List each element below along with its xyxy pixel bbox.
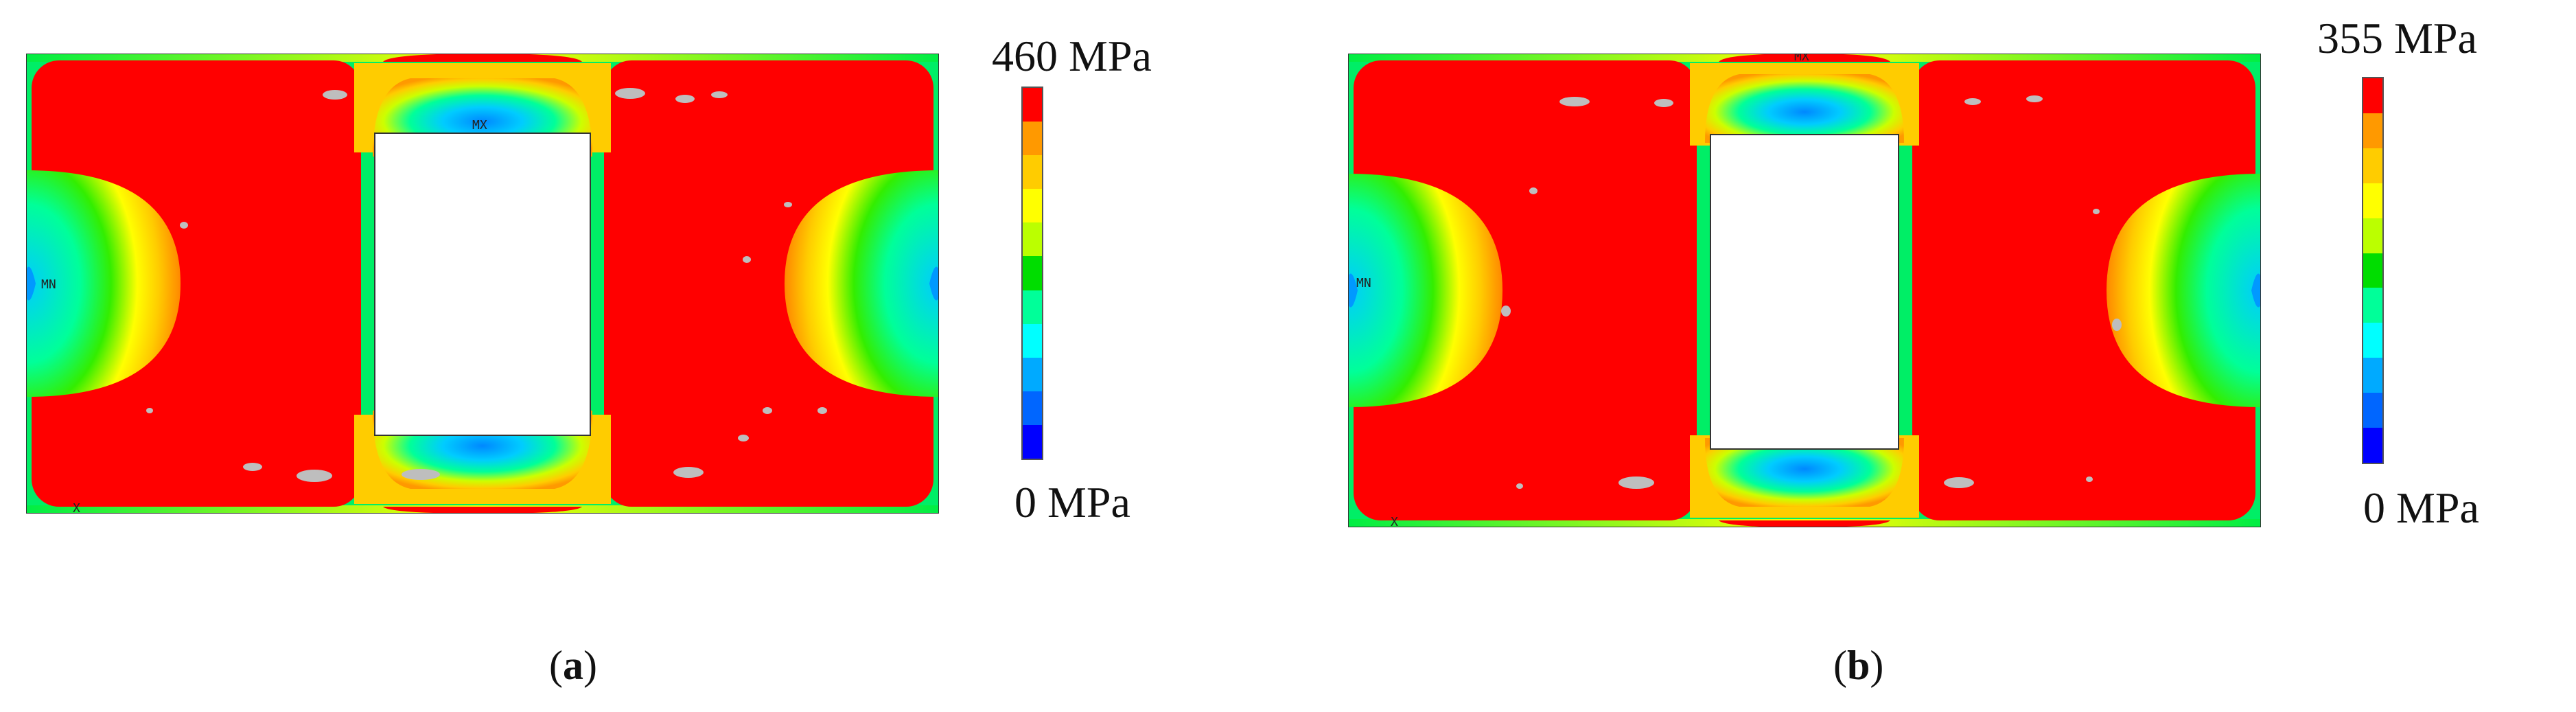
colorbar-band-3 — [1023, 189, 1042, 223]
colorbar — [2362, 77, 2384, 464]
node-label-mn: MN — [41, 277, 56, 292]
colorbar-band-9 — [2363, 393, 2382, 428]
colorbar-band-3 — [2363, 183, 2382, 218]
panel-caption: (b) — [1833, 642, 1883, 689]
colorbar-band-5 — [2363, 253, 2382, 288]
colorbar-band-4 — [1023, 222, 1042, 257]
legend-max-label: 460 MPa — [992, 32, 1152, 80]
node-label-mx: MX — [472, 118, 487, 133]
colorbar-band-2 — [1023, 155, 1042, 190]
caption-letter: b — [1846, 643, 1870, 688]
colorbar-band-8 — [1023, 357, 1042, 391]
colorbar-band-4 — [2363, 218, 2382, 253]
colorbar-band-10 — [2363, 428, 2382, 463]
colorbar-band-9 — [1023, 391, 1042, 425]
legend-min-label: 0 MPa — [2363, 483, 2479, 532]
colorbar-band-2 — [2363, 148, 2382, 183]
colorbar-band-1 — [2363, 113, 2382, 148]
legend-min-label: 0 MPa — [1014, 478, 1130, 527]
colorbar — [1021, 87, 1043, 460]
colorbar-band-7 — [1023, 323, 1042, 358]
caption-close-paren: ) — [583, 643, 597, 688]
colorbar-band-10 — [1023, 424, 1042, 459]
colorbar-band-6 — [2363, 288, 2382, 323]
node-label-origin: X — [1391, 515, 1398, 527]
figure-panel-b: MX MN X 355 MPa 0 MPa (b) — [1288, 0, 2576, 712]
stress-contour-plot-b: MX MN X — [1348, 54, 2261, 527]
caption-open-paren: ( — [549, 643, 563, 688]
stress-contour-plot-a: MX MN X — [26, 54, 939, 514]
node-label-origin: X — [73, 501, 80, 514]
node-label-mn: MN — [1356, 276, 1371, 290]
colorbar-band-8 — [2363, 358, 2382, 393]
caption-open-paren: ( — [1833, 643, 1847, 688]
panel-caption: (a) — [549, 642, 597, 689]
legend-max-label: 355 MPa — [2317, 14, 2477, 62]
node-label-mx: MX — [1794, 54, 1809, 64]
colorbar-band-5 — [1023, 256, 1042, 290]
caption-letter: a — [562, 643, 583, 688]
colorbar-band-1 — [1023, 122, 1042, 156]
figure-panel-a: MX MN X 460 MPa 0 MPa (a) — [26, 32, 1152, 689]
colorbar-band-0 — [1023, 88, 1042, 122]
colorbar-band-7 — [2363, 323, 2382, 358]
colorbar-band-6 — [1023, 290, 1042, 324]
colorbar-band-0 — [2363, 78, 2382, 113]
caption-close-paren: ) — [1870, 643, 1884, 688]
